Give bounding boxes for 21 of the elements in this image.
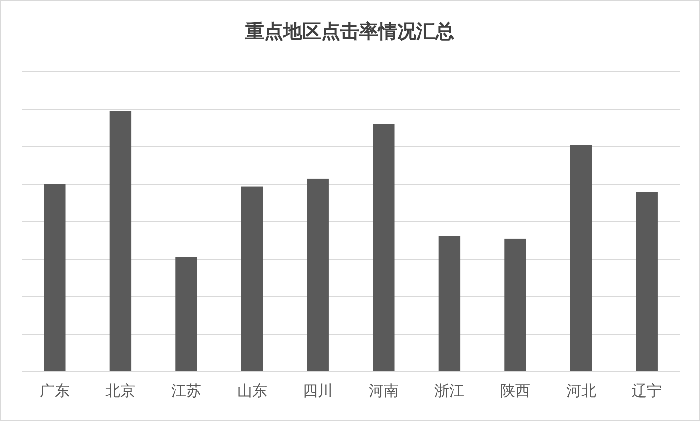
bar (636, 192, 658, 372)
bar (438, 236, 461, 372)
x-tick-label: 辽宁 (632, 382, 662, 400)
x-tick-label: 河南 (368, 382, 399, 400)
bar (373, 124, 395, 372)
x-tick-label: 山东 (237, 382, 268, 400)
chart-title: 重点地区点击率情况汇总 (244, 21, 454, 43)
x-tick-label: 陕西 (500, 382, 530, 400)
bar (176, 257, 198, 372)
bar (570, 145, 592, 372)
x-tick-label: 北京 (106, 382, 136, 400)
x-tick-label: 广东 (40, 382, 70, 400)
x-tick-label: 江苏 (172, 382, 202, 400)
bar (241, 186, 264, 372)
bar (504, 238, 526, 372)
bar (307, 178, 329, 372)
x-tick-label: 浙江 (434, 382, 465, 400)
bar (44, 184, 66, 372)
bar (110, 111, 132, 372)
x-tick-label: 河北 (566, 382, 596, 400)
x-tick-label: 四川 (303, 382, 334, 400)
